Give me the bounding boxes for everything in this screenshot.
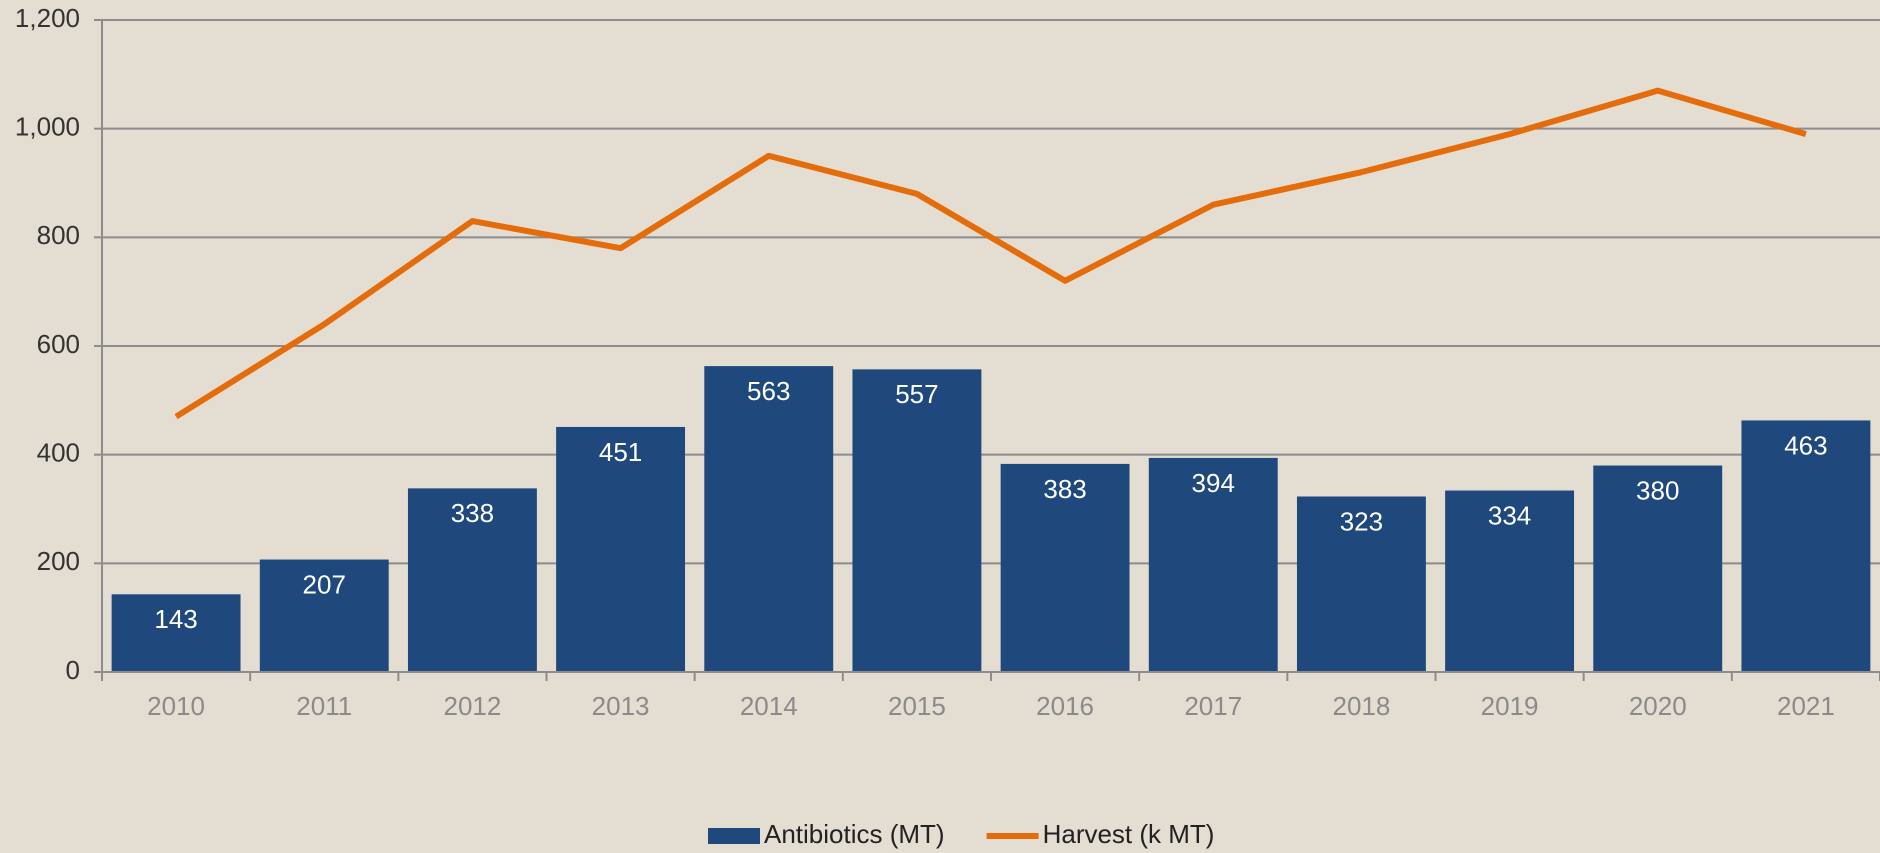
y-tick-label: 0 xyxy=(66,655,80,685)
bar xyxy=(556,426,686,672)
x-tick-label: 2011 xyxy=(296,691,352,721)
x-tick-label: 2021 xyxy=(1777,691,1835,721)
bar-value-label: 207 xyxy=(303,569,346,599)
x-tick-label: 2017 xyxy=(1184,691,1242,721)
bar-value-label: 143 xyxy=(154,604,197,634)
y-tick-label: 400 xyxy=(37,438,80,468)
x-tick-label: 2013 xyxy=(592,691,650,721)
y-tick-label: 200 xyxy=(37,546,80,576)
bar xyxy=(852,369,982,672)
y-tick-label: 600 xyxy=(37,329,80,359)
x-tick-label: 2016 xyxy=(1036,691,1094,721)
line xyxy=(174,87,1807,420)
legend-label: Harvest (k MT) xyxy=(1043,819,1215,849)
x-tick-label: 2018 xyxy=(1332,691,1390,721)
bar-value-label: 563 xyxy=(747,376,790,406)
legend-label: Antibiotics (MT) xyxy=(764,819,945,849)
bar-value-label: 463 xyxy=(1784,430,1827,460)
y-tick-label: 1,200 xyxy=(15,3,80,33)
bar xyxy=(704,366,834,672)
bar-value-label: 334 xyxy=(1488,500,1531,530)
legend-swatch xyxy=(708,828,760,844)
bar-value-label: 323 xyxy=(1340,506,1383,536)
bar-value-label: 338 xyxy=(451,498,494,528)
bar xyxy=(1148,457,1278,672)
bar-value-label: 394 xyxy=(1192,468,1235,498)
bar xyxy=(1000,463,1130,672)
x-tick-label: 2010 xyxy=(147,691,205,721)
bar xyxy=(1445,490,1575,672)
x-tick-label: 2015 xyxy=(888,691,946,721)
bar xyxy=(1741,420,1871,672)
y-tick-label: 800 xyxy=(37,220,80,250)
bar xyxy=(259,559,389,672)
y-tick-label: 1,000 xyxy=(15,112,80,142)
x-tick-label: 2012 xyxy=(443,691,501,721)
bar-value-label: 383 xyxy=(1043,474,1086,504)
bar xyxy=(1296,496,1426,672)
bar xyxy=(1593,465,1723,672)
bar-value-label: 557 xyxy=(895,379,938,409)
bar xyxy=(111,594,241,672)
bar-value-label: 380 xyxy=(1636,475,1679,505)
x-tick-label: 2019 xyxy=(1481,691,1539,721)
x-tick-label: 2020 xyxy=(1629,691,1687,721)
bar-value-label: 451 xyxy=(599,437,642,467)
bar xyxy=(407,488,537,672)
x-tick-label: 2014 xyxy=(740,691,798,721)
